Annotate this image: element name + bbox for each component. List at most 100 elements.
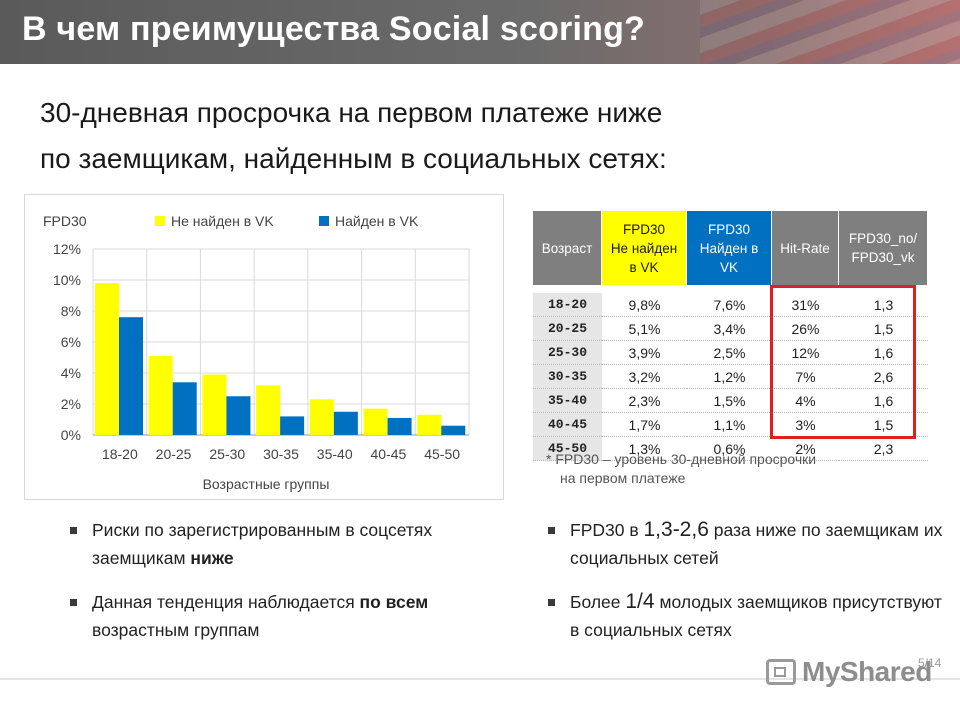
cell-ratio: 2,6 xyxy=(839,365,928,389)
table-header-row: Возраст FPD30 Не найден в VK FPD30 Найде… xyxy=(533,211,928,285)
header-not-found-line-1: FPD30 xyxy=(622,221,666,237)
cell-hit-rate: 7% xyxy=(772,365,839,389)
cell-found: 1,5% xyxy=(687,389,772,413)
bar-not-found xyxy=(202,374,227,435)
bullets-right: FPD30 в 1,3-2,6 раза ниже по заемщикам и… xyxy=(546,516,946,660)
bar-not-found xyxy=(256,385,281,435)
bar-not-found xyxy=(363,408,388,435)
cell-found: 7,6% xyxy=(687,293,772,317)
page-title: В чем преимущества Social scoring? xyxy=(22,10,646,48)
bar-found xyxy=(226,396,251,435)
table-row: 35-40 2,3% 1,5% 4% 1,6 xyxy=(533,389,928,413)
bullet-item: Риски по зарегистрированным в соцсетях з… xyxy=(68,516,448,572)
header-found: FPD30 Найден в VK xyxy=(687,211,772,285)
fpd30-table: Возраст FPD30 Не найден в VK FPD30 Найде… xyxy=(533,211,928,461)
x-tick-label: 20-25 xyxy=(156,446,192,462)
chart-panel: FPD30 Не найден в VK Найден в VK 0% 2% 4% 6%… xyxy=(24,194,504,500)
legend-swatch xyxy=(155,216,165,226)
header-not-found-line-3: в VK xyxy=(629,259,659,275)
footnote: * FPD30 – уровень 30-дневной просрочки н… xyxy=(546,450,926,488)
bullet-emphasis: ниже xyxy=(190,548,234,568)
cell-not-found: 3,2% xyxy=(602,365,687,389)
slide-subtitle: 30-дневная просрочка на первом платеже н… xyxy=(40,90,920,182)
cell-hit-rate: 2% xyxy=(772,437,839,461)
header-ratio-line-1: FPD30_no/ xyxy=(848,231,918,246)
bullet-text-end: раза ниже по заемщикам их социальных сет… xyxy=(570,520,943,568)
table-body: 18-20 9,8% 7,6% 31% 1,3 20-25 5,1% 3,4% 26% 1,5 25… xyxy=(533,285,928,461)
cell-ratio: 1,3 xyxy=(839,293,928,317)
cell-hit-rate: 31% xyxy=(772,293,839,317)
monitor-icon xyxy=(766,659,796,685)
y-axis-ticks: 0% 2% 4% 6% 8% 10% 12% xyxy=(53,241,81,443)
myshared-logo[interactable]: MyShared xyxy=(766,654,932,690)
bar-not-found xyxy=(95,283,119,435)
legend-label: Не найден в VK xyxy=(171,213,274,229)
header-ratio-line-2: FPD30_vk xyxy=(851,250,915,265)
cell-not-found: 2,3% xyxy=(602,389,687,413)
cell-age: 18-20 xyxy=(533,293,602,317)
y-tick-label: 12% xyxy=(53,241,81,257)
y-tick-label: 0% xyxy=(61,427,81,443)
cell-age: 20-25 xyxy=(533,317,602,341)
bullet-figure: 1,3-2,6 xyxy=(643,518,709,541)
x-tick-label: 35-40 xyxy=(317,446,353,462)
y-tick-label: 10% xyxy=(53,272,81,288)
y-tick-label: 6% xyxy=(61,334,81,350)
cell-age: 40-45 xyxy=(533,413,602,437)
page-number: 5/14 xyxy=(918,656,942,670)
cell-not-found: 5,1% xyxy=(602,317,687,341)
cell-ratio: 2,3 xyxy=(839,437,928,461)
bullet-text-end: молодых заемщиков присутствуют в социаль… xyxy=(570,592,942,640)
cell-hit-rate: 4% xyxy=(772,389,839,413)
x-tick-label: 45-50 xyxy=(424,446,460,462)
bar-found xyxy=(387,417,412,435)
cell-found: 2,5% xyxy=(687,341,772,365)
footnote-line-2: на первом платеже xyxy=(560,470,686,486)
subtitle-line-1: 30-дневная просрочка на первом платеже н… xyxy=(40,97,663,128)
title-bar: В чем преимущества Social scoring? xyxy=(0,0,960,64)
cell-hit-rate: 26% xyxy=(772,317,839,341)
y-tick-label: 4% xyxy=(61,365,81,381)
x-axis-ticks: 18-20 20-25 25-30 30-35 35-40 40-45 45-50 xyxy=(102,446,460,462)
header-not-found-line-2: Не найден xyxy=(610,240,678,256)
y-tick-label: 8% xyxy=(61,303,81,319)
cell-ratio: 1,6 xyxy=(839,341,928,365)
header-found-line-2: Найден в xyxy=(699,240,759,256)
bullet-text: Более xyxy=(570,592,626,612)
bar-found xyxy=(333,411,358,435)
header-found-line-3: VK xyxy=(719,259,738,275)
bar-found xyxy=(172,382,197,435)
bullet-text: Риски по зарегистрированным в соцсетях з… xyxy=(92,520,433,568)
header-found-line-1: FPD30 xyxy=(707,221,751,237)
cell-found: 1,2% xyxy=(687,365,772,389)
bar-found xyxy=(280,416,305,435)
table-row: 45-50 1,3% 0,6% 2% 2,3 xyxy=(533,437,928,461)
x-tick-label: 40-45 xyxy=(371,446,407,462)
bar-not-found xyxy=(309,399,334,435)
x-tick-label: 25-30 xyxy=(209,446,245,462)
cell-not-found: 9,8% xyxy=(602,293,687,317)
cell-age: 35-40 xyxy=(533,389,602,413)
header-hit-rate: Hit-Rate xyxy=(772,211,839,285)
header-ratio: FPD30_no/ FPD30_vk xyxy=(839,211,928,285)
chart-title: FPD30 xyxy=(43,213,87,229)
table-row: 18-20 9,8% 7,6% 31% 1,3 xyxy=(533,293,928,317)
bullets-left: Риски по зарегистрированным в соцсетях з… xyxy=(68,516,448,660)
footnote-line-1: * FPD30 – уровень 30-дневной просрочки xyxy=(546,451,817,467)
bar-found xyxy=(119,317,143,435)
table-row: 30-35 3,2% 1,2% 7% 2,6 xyxy=(533,365,928,389)
bullet-item: Данная тенденция наблюдается по всем воз… xyxy=(68,588,448,644)
header-not-found: FPD30 Не найден в VK xyxy=(602,211,687,285)
cell-ratio: 1,6 xyxy=(839,389,928,413)
x-tick-label: 18-20 xyxy=(102,446,138,462)
chart-legend: Не найден в VK Найден в VK xyxy=(155,213,419,229)
x-axis-label: Возрастные группы xyxy=(203,476,330,492)
chart-bars xyxy=(95,283,466,435)
legend-label: Найден в VK xyxy=(335,213,419,229)
bar-not-found xyxy=(417,414,442,435)
cell-age: 30-35 xyxy=(533,365,602,389)
legend-swatch xyxy=(319,216,329,226)
cell-found: 0,6% xyxy=(687,437,772,461)
cell-age: 25-30 xyxy=(533,341,602,365)
cell-ratio: 1,5 xyxy=(839,317,928,341)
